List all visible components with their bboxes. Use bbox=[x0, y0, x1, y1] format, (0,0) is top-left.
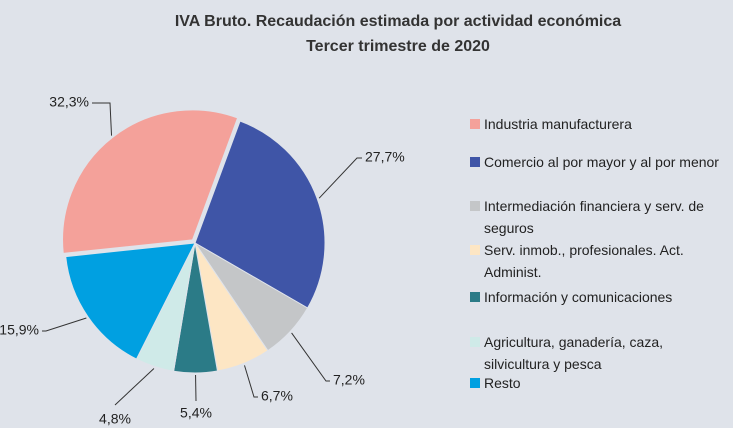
chart-subtitle: Tercer trimestre de 2020 bbox=[306, 38, 490, 55]
leader-line bbox=[92, 102, 113, 136]
data-label: 32,3% bbox=[49, 94, 89, 110]
pie-slice bbox=[62, 109, 239, 254]
legend-item: Serv. inmob., profesionales. Act. Admini… bbox=[470, 239, 732, 283]
leader-line bbox=[42, 317, 87, 332]
leader-line bbox=[244, 365, 258, 398]
leader-line bbox=[114, 368, 155, 406]
leader-line bbox=[291, 332, 330, 382]
pie-slice bbox=[65, 242, 196, 360]
data-label: 7,2% bbox=[333, 372, 365, 388]
data-label: 15,9% bbox=[0, 322, 39, 338]
legend-label: Información y comunicaciones bbox=[484, 289, 673, 305]
legend-item: Resto bbox=[470, 372, 732, 394]
legend-swatch bbox=[470, 378, 480, 388]
legend-swatch bbox=[470, 157, 480, 167]
data-label: 6,7% bbox=[261, 388, 293, 404]
data-label: 27,7% bbox=[365, 149, 405, 165]
leader-line bbox=[318, 157, 362, 199]
legend-item: Información y comunicaciones bbox=[470, 286, 732, 308]
legend-item: Intermediación financiera y serv. de seg… bbox=[470, 195, 732, 239]
legend-swatch bbox=[470, 292, 480, 302]
legend-swatch bbox=[470, 245, 480, 255]
legend-item: Agricultura, ganadería, caza, silvicultu… bbox=[470, 331, 732, 375]
legend-item: Comercio al por mayor y al por menor bbox=[470, 151, 732, 173]
chart-title: IVA Bruto. Recaudación estimada por acti… bbox=[175, 13, 621, 30]
legend-swatch bbox=[470, 119, 480, 129]
legend-swatch bbox=[470, 337, 480, 347]
data-label: 5,4% bbox=[180, 405, 212, 421]
data-label: 4,8% bbox=[99, 411, 131, 427]
legend-item: Industria manufacturera bbox=[470, 113, 732, 135]
legend-label: Industria manufacturera bbox=[484, 116, 632, 132]
legend-label: Comercio al por mayor y al por menor bbox=[484, 154, 719, 170]
legend-label: Intermediación financiera y serv. de seg… bbox=[484, 198, 704, 236]
legend-label: Resto bbox=[484, 375, 521, 391]
legend-label: Serv. inmob., profesionales. Act. Admini… bbox=[484, 242, 684, 280]
legend-swatch bbox=[470, 201, 480, 211]
legend-label: Agricultura, ganadería, caza, silvicultu… bbox=[484, 334, 663, 372]
